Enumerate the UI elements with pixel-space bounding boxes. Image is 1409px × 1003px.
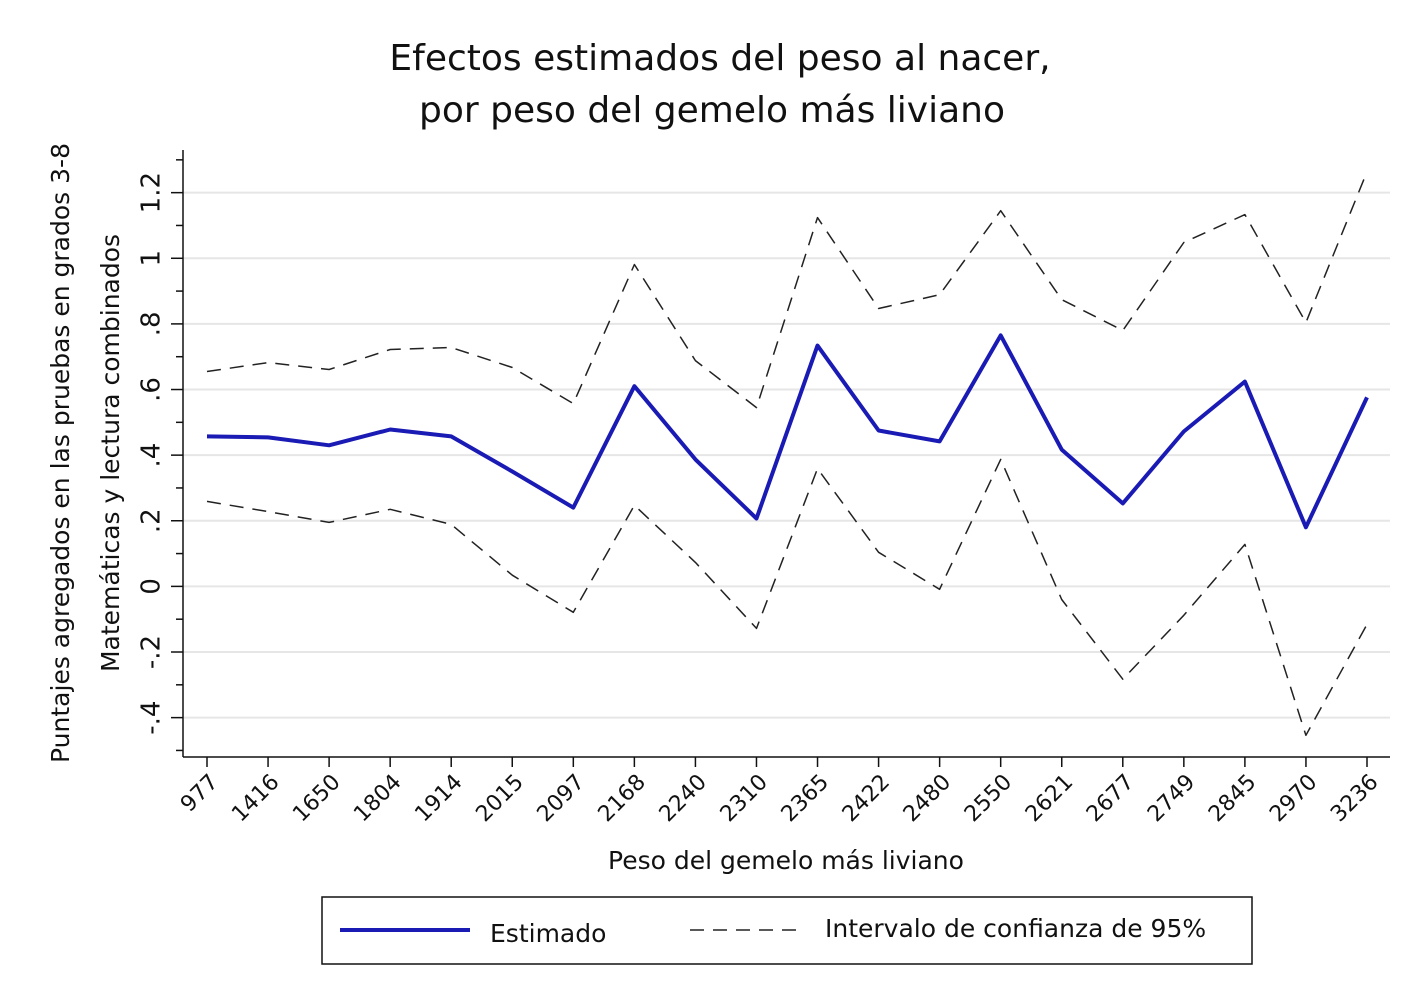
x-tick-label: 2422 [838, 770, 895, 827]
x-tick-label: 2621 [1021, 770, 1078, 827]
y-tick-label: -.2 [137, 635, 167, 669]
y-tick-label: .2 [137, 508, 167, 533]
legend-label: Intervalo de confianza de 95% [825, 914, 1206, 943]
x-tick-label: 1416 [227, 770, 284, 827]
y-tick-label: 1.2 [137, 172, 167, 213]
x-axis-label: Peso del gemelo más liviano [608, 846, 964, 875]
chart-title: por peso del gemelo más liviano [419, 90, 1005, 131]
x-tick-label: 1804 [349, 770, 406, 827]
x-tick-label: 2970 [1265, 770, 1322, 827]
legend-box [321, 896, 1253, 965]
x-tick-label: 1650 [288, 770, 345, 827]
chart-title: Efectos estimados del peso al nacer, [389, 38, 1050, 79]
x-tick-label: 2677 [1082, 770, 1139, 827]
x-tick-label: 2097 [533, 770, 590, 827]
x-tick-label: 2310 [716, 770, 773, 827]
y-tick-label: .4 [137, 443, 167, 468]
y-tick-label: .6 [137, 377, 167, 402]
y-tick-label: 1 [137, 250, 167, 267]
x-tick-label: 2480 [899, 770, 956, 827]
line [206, 171, 1368, 409]
y-axis-label: Puntajes agregados en las pruebas en gra… [46, 143, 75, 763]
x-tick-label: 2168 [594, 770, 651, 827]
x-tick-label: 977 [176, 770, 223, 817]
y-tick-label: .8 [137, 311, 167, 336]
line [206, 333, 1369, 530]
legend-label: Estimado [490, 919, 606, 948]
x-tick-label: 2550 [960, 770, 1017, 827]
x-tick-label: 2749 [1143, 770, 1200, 827]
y-tick-label: -.4 [137, 701, 167, 735]
line [206, 458, 1368, 737]
y-axis-label: Matemáticas y lectura combinados [96, 234, 125, 672]
x-tick-label: 1914 [410, 770, 467, 827]
x-tick-label: 3236 [1326, 770, 1383, 827]
x-tick-label: 2015 [471, 770, 528, 827]
y-tick-label: 0 [137, 578, 167, 595]
x-tick-label: 2240 [655, 770, 712, 827]
x-tick-label: 2365 [777, 770, 834, 827]
x-tick-label: 2845 [1204, 770, 1261, 827]
